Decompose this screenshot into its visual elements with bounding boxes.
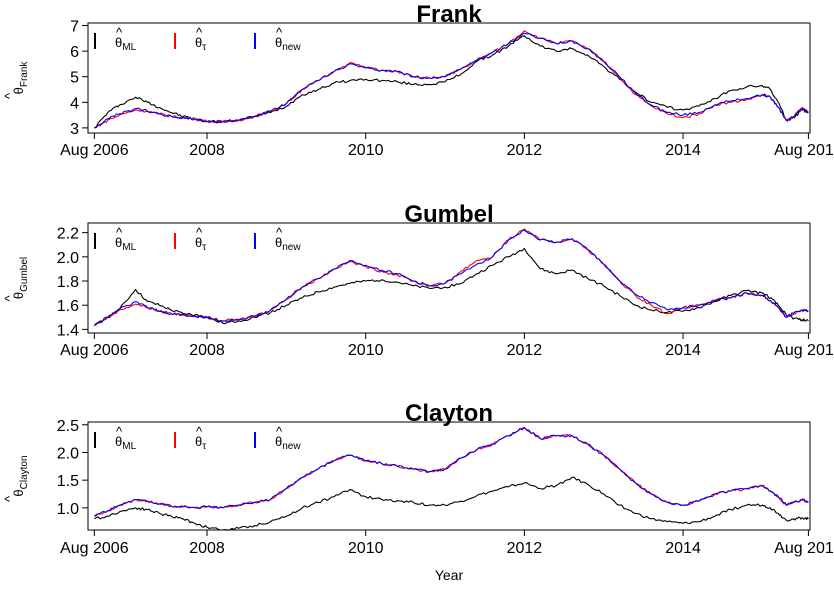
panel-frank: Frank Aug 2006 2008 2010 2012 2014 Aug 2015 3 4 5… [2,1,834,159]
x-tick-label: Aug 2015 [774,142,834,159]
legend-label-sub: new [282,242,301,253]
y-axis-label: θClayton [11,455,30,496]
y-tick-label: 1.6 [57,298,79,315]
legend-label-base: θ [275,434,282,449]
x-tick-label: 2012 [507,142,543,159]
legend-label-hat: ^ [116,25,123,40]
series-line-new [93,229,809,327]
legend-label: θnew [275,35,301,53]
y-tick-label: 1.4 [57,322,79,339]
legend-label-sub: τ [202,42,206,53]
x-tick-label: 2012 [507,342,543,359]
x-tick-label: 2014 [665,540,701,557]
y-tick-label: 2.2 [57,226,79,243]
x-tick-label: Aug 2006 [60,540,129,557]
legend-label-hat: ^ [116,424,123,439]
y-tick-label: 6 [70,44,79,61]
legend-label: θτ [195,35,206,53]
legend-label: θML [115,35,137,53]
legend-label-hat: ^ [196,25,203,40]
x-tick-label: Aug 2015 [774,342,834,359]
x-tick-label: 2014 [665,342,701,359]
y-axis-label: θGumbel [11,257,30,299]
x-tick-label: 2010 [348,540,384,557]
x-tick-label: Aug 2015 [774,540,834,557]
y-tick-label: 3 [70,121,79,138]
series-line-new [94,32,809,129]
legend-label-base: θ [115,434,122,449]
chart-title: Frank [416,1,482,28]
legend-label-base: θ [195,434,202,449]
legend-label: θnew [275,434,301,452]
legend-label: θML [115,235,137,253]
legend-label-sub: ML [122,42,136,53]
y-axis-label-hat: ^ [2,495,17,502]
y-axis-label-sub: Gumbel [19,257,30,292]
legend-label-base: θ [195,235,202,250]
y-tick-label: 1.0 [57,501,79,518]
x-tick-label: 2008 [189,540,225,557]
legend-label: θτ [195,434,206,452]
x-tick-label: 2014 [665,142,701,159]
y-axis-label-sub: Frank [19,61,30,88]
y-axis-label-hat: ^ [2,294,17,301]
legend-label-base: θ [195,35,202,50]
series-line-ml [94,476,809,531]
x-axis-label: Year [435,567,464,583]
y-axis-label: θFrank [11,61,30,95]
legend-label-sub: new [282,42,301,53]
legend-label-sub: τ [202,242,206,253]
x-tick-label: 2010 [348,342,384,359]
y-tick-label: 2.0 [57,445,79,462]
x-tick-label: 2010 [348,142,384,159]
y-tick-label: 1.8 [57,274,79,291]
x-tick-label: 2012 [507,540,543,557]
y-tick-label: 2.5 [57,418,79,435]
panel-gumbel: Gumbel Aug 2006 2008 2010 2012 2014 Aug 2015 1.… [2,201,834,359]
panel-clayton: Clayton Aug 2006 2008 2010 2012 2014 Aug 2015 1… [2,400,834,583]
legend-label-base: θ [115,235,122,250]
legend-label-hat: ^ [276,225,283,240]
y-tick-label: 2.0 [57,250,79,267]
legend-label: θnew [275,235,301,253]
y-tick-label: 5 [70,70,79,87]
legend-label-base: θ [115,35,122,50]
legend-label-sub: ML [122,242,136,253]
legend-label-hat: ^ [196,225,203,240]
x-tick-label: Aug 2006 [60,142,129,159]
legend-label-sub: ML [122,441,136,452]
y-axis-label-base: θ [11,87,26,94]
series-line-ml [93,247,809,327]
legend-label-base: θ [275,35,282,50]
legend-label-base: θ [275,235,282,250]
y-axis-label-base: θ [11,489,26,496]
legend-label-hat: ^ [276,424,283,439]
y-tick-label: 4 [70,95,79,112]
y-tick-label: 7 [70,19,79,36]
legend-label-hat: ^ [276,25,283,40]
legend-label: θτ [195,235,206,253]
y-axis-label-sub: Clayton [19,455,30,489]
x-tick-label: Aug 2006 [60,342,129,359]
x-tick-label: 2008 [189,142,225,159]
legend-label-sub: τ [202,441,206,452]
y-axis-label-base: θ [11,292,26,299]
legend-label: θML [115,434,137,452]
legend-label-hat: ^ [196,424,203,439]
series-line-new [93,426,809,517]
legend-label-hat: ^ [116,225,123,240]
y-tick-label: 1.5 [57,473,79,490]
chart-title: Clayton [405,400,493,427]
legend-label-sub: new [282,441,301,452]
x-tick-label: 2008 [189,342,225,359]
y-axis-label-hat: ^ [2,92,17,99]
chart-title: Gumbel [404,201,493,228]
